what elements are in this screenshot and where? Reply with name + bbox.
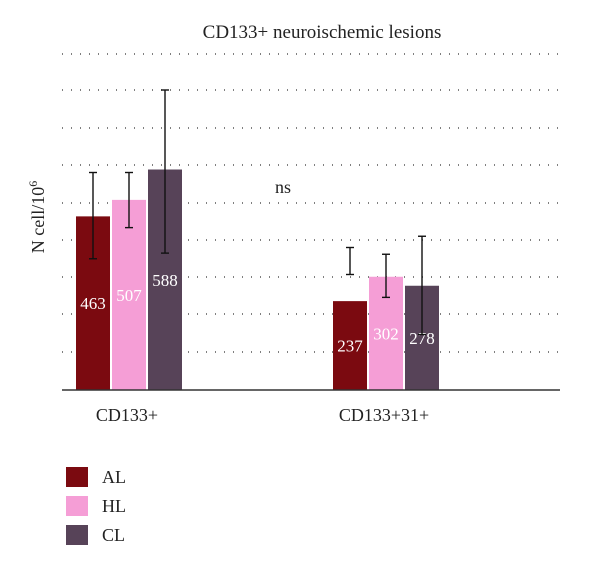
value-label-al-1: 463 (80, 294, 106, 313)
y-axis-label-superscript: 6 (26, 181, 40, 187)
category-label-1: CD133+ (96, 405, 158, 425)
legend-label-hl: HL (102, 496, 126, 516)
value-label-al-2: 237 (337, 337, 363, 356)
legend-swatch-cl (66, 525, 88, 545)
value-label-cl-2: 278 (409, 329, 435, 348)
legend-label-cl: CL (102, 525, 125, 545)
value-label-hl-2: 302 (373, 324, 399, 343)
legend-swatch-al (66, 467, 88, 487)
bars: 463 507 588 237 302 278 (76, 89, 439, 390)
category-label-2: CD133+31+ (339, 405, 429, 425)
bar-al-2 (333, 301, 367, 390)
value-label-hl-1: 507 (116, 286, 142, 305)
bar-hl-1 (112, 199, 146, 390)
chart-title: CD133+ neuroischemic lesions (203, 22, 442, 43)
legend-label-al: AL (102, 467, 126, 487)
legend-swatch-hl (66, 496, 88, 516)
y-axis-label: N cell/106 (26, 181, 48, 253)
category-labels: CD133+ CD133+31+ (96, 405, 429, 425)
y-axis-label-text: N cell/10 (28, 187, 48, 253)
value-label-cl-1: 588 (152, 271, 178, 290)
legend: AL HL CL (66, 467, 126, 545)
ns-annotation: ns (275, 177, 291, 197)
